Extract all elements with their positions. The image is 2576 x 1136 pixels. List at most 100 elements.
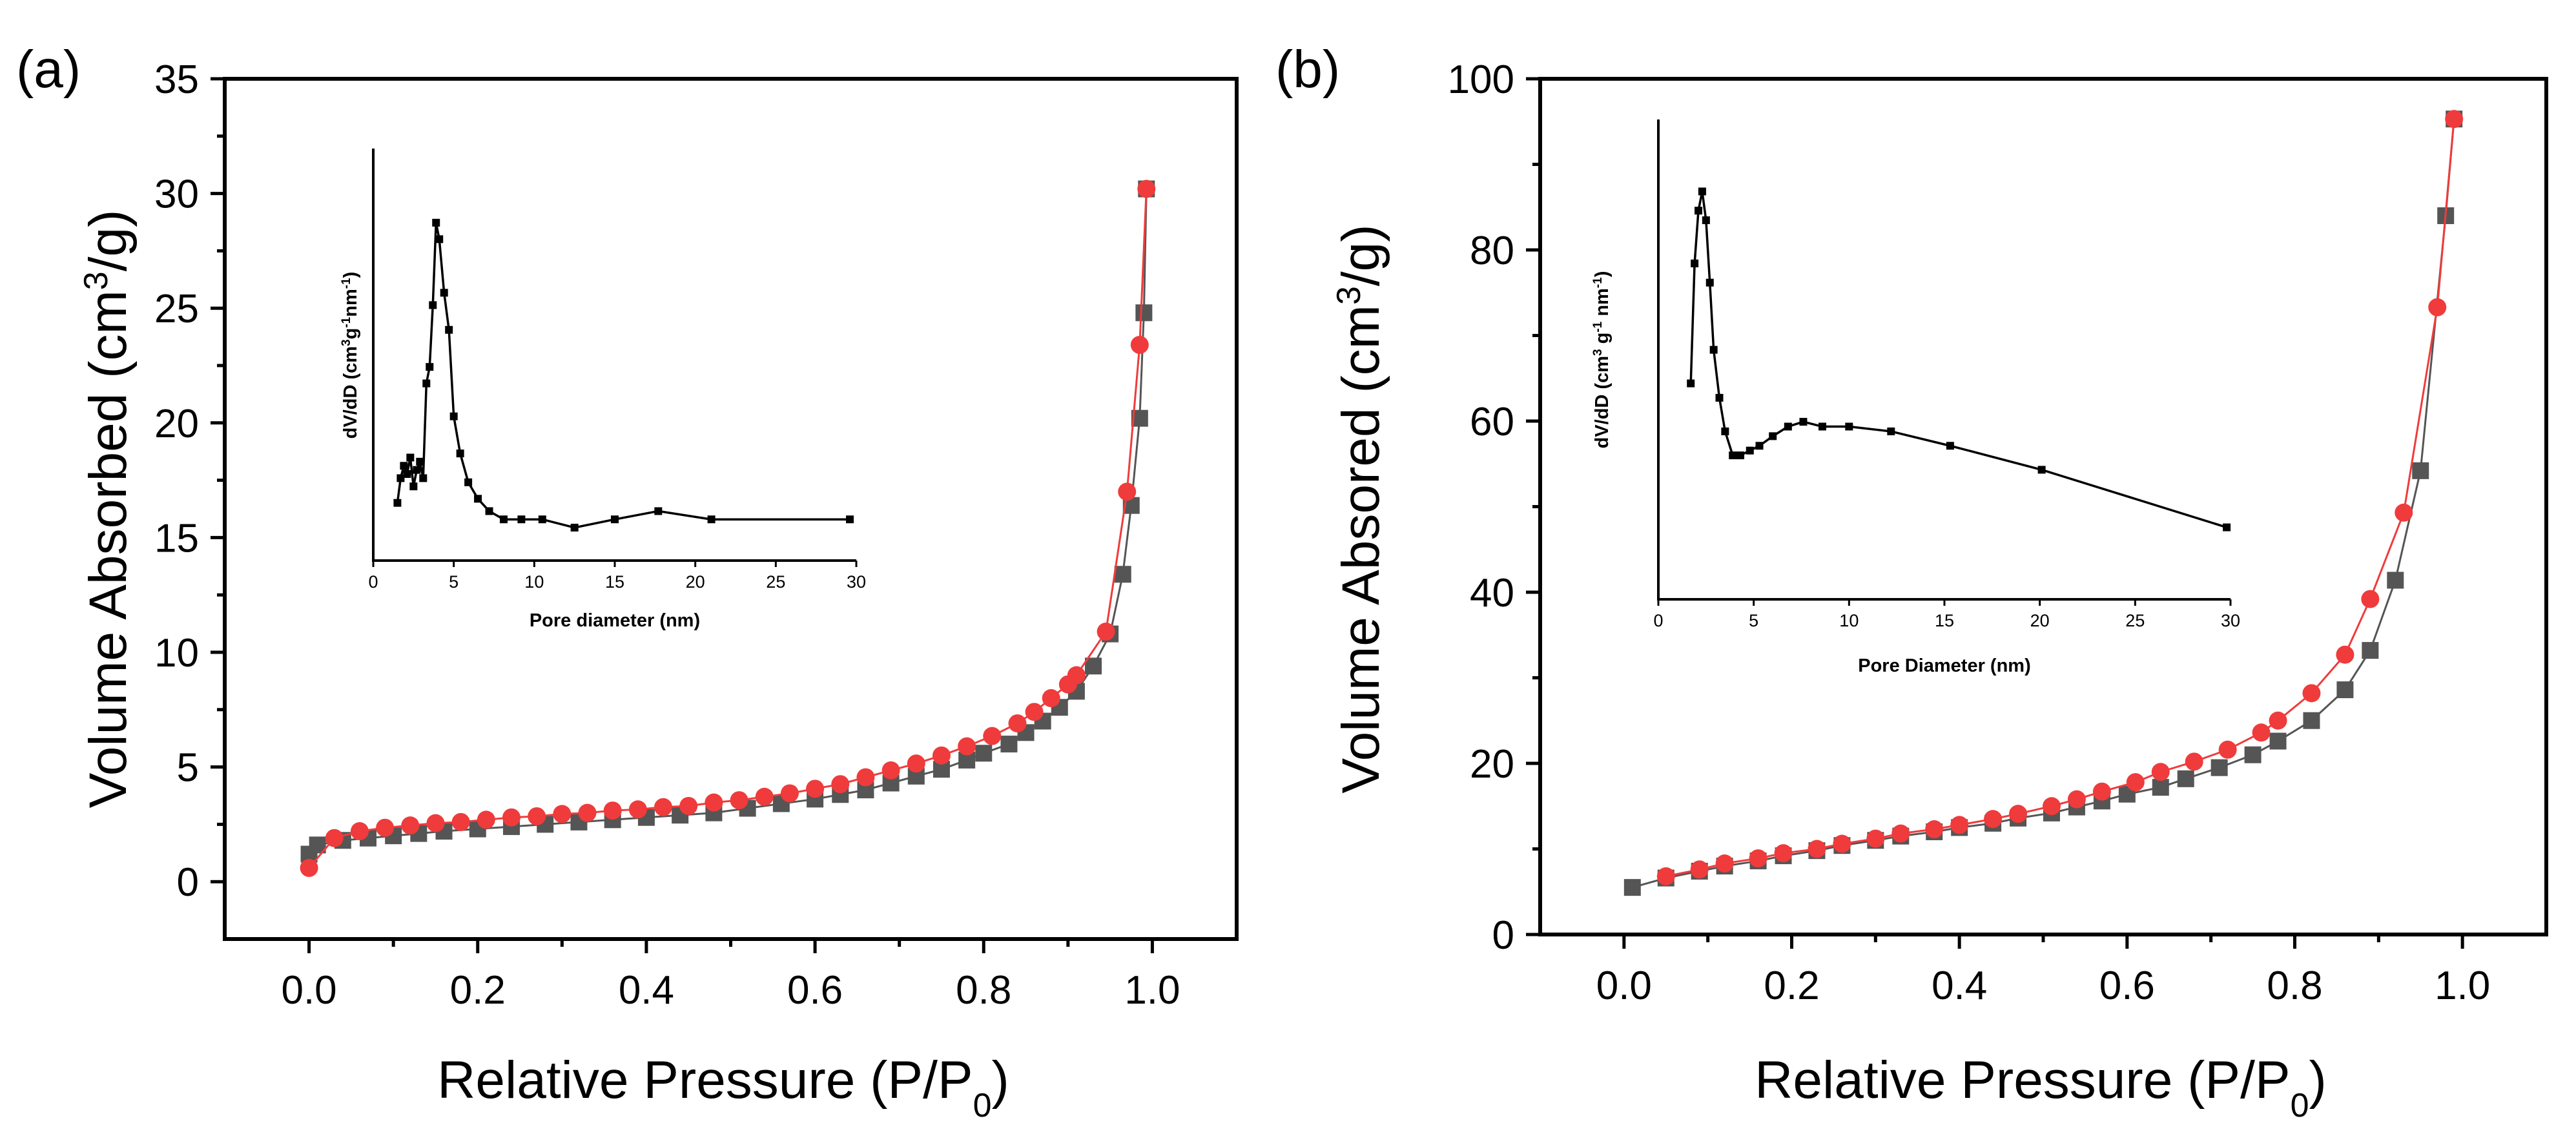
panel-a-desorption-point xyxy=(300,858,318,877)
panel-b-desorption-point xyxy=(2067,790,2086,809)
panel-b-x-tick-label: 0.8 xyxy=(2267,964,2322,1008)
panel-b-inset-x-ticks: 0 5 10 15 20 25 30 xyxy=(1653,599,2240,630)
panel-a-inset-point xyxy=(419,474,428,482)
panel-a-desorption-point xyxy=(932,746,951,765)
panel-a-desorption-point xyxy=(603,801,622,820)
panel-a-desorption-point xyxy=(451,812,470,831)
panel-b-y-ticks: 0 20 40 60 80 100 xyxy=(1448,57,1540,958)
panel-a-inset-point xyxy=(485,507,493,515)
panel-b-desorption-point xyxy=(2185,752,2203,771)
panel-b-inset-line xyxy=(1689,191,2227,529)
panel-a-inset-point xyxy=(846,515,854,524)
panel-a-inset-point xyxy=(474,495,482,503)
panel-b-inset-point xyxy=(1845,422,1853,431)
panel-b-desorption-point xyxy=(1950,816,1969,834)
panel-b-desorption-point xyxy=(2218,740,2237,759)
panel-a-desorption-point xyxy=(755,787,774,806)
panel-a-x-tick-label: 0.4 xyxy=(619,968,674,1013)
panel-a-desorption-point xyxy=(705,793,723,812)
panel-a-desorption-point xyxy=(528,807,546,825)
panel-a-desorption-point xyxy=(1042,689,1060,708)
panel-b-desorption-point xyxy=(2269,711,2287,730)
panel-b-adsorption-point xyxy=(2336,681,2354,699)
panel-b-adsorption-point xyxy=(2177,770,2194,787)
panel-a-desorption-point xyxy=(679,796,698,815)
panel-b-inset-point xyxy=(1887,427,1895,435)
panel-b-y-axis-label: Volume Absored (cm3/g) xyxy=(1330,224,1390,793)
panel-b-desorption-point xyxy=(1774,844,1793,863)
panel-b-series xyxy=(1623,110,2464,896)
panel-b-x-tick-label: 0.6 xyxy=(2099,964,2155,1008)
panel-a-desorption-point xyxy=(426,814,445,832)
panel-a-x-tick-label: 0.6 xyxy=(787,968,843,1013)
panel-a-desorption-point xyxy=(502,808,520,827)
panel-b-desorption-point xyxy=(1690,860,1709,879)
panel-a-desorption-point xyxy=(628,800,647,819)
panel-a-desorption-point xyxy=(1097,623,1115,641)
panel-b-x-tick-label: 0.4 xyxy=(1932,964,1987,1008)
panel-a-desorption-point xyxy=(401,816,420,835)
panel-a-desorption-point xyxy=(1008,714,1027,733)
panel-a-x-tick-label: 0.8 xyxy=(956,968,1011,1013)
panel-a-y-tick-label: 25 xyxy=(154,287,199,331)
panel-b-y-tick-label: 100 xyxy=(1448,57,1514,102)
panel-a-desorption-point xyxy=(477,811,495,829)
panel-a-y-tick-label: 30 xyxy=(154,172,199,217)
panel-a-desorption-point xyxy=(1130,336,1149,355)
panel-b-desorption-point xyxy=(1866,829,1885,848)
panel-b-adsorption-point xyxy=(1623,879,1641,896)
panel-a-inset-point xyxy=(435,235,444,243)
panel-b-adsorption-point xyxy=(2387,572,2404,589)
panel-a-label: (a) xyxy=(16,40,81,99)
panel-b-desorption-point xyxy=(2009,805,2028,823)
panel-a-adsorption-point xyxy=(1135,304,1153,322)
panel-a-inset-point xyxy=(426,363,434,371)
panel-b-desorption-point xyxy=(2395,503,2413,522)
panel-b-desorption-point xyxy=(1984,810,2003,829)
panel-b-inset-point xyxy=(1691,259,1699,267)
panel-a-desorption-point xyxy=(730,791,748,810)
panel-a-x-tick-label: 1.0 xyxy=(1124,968,1180,1013)
panel-b-desorption-point xyxy=(2252,723,2271,742)
panel-a-y-tick-label: 10 xyxy=(154,631,199,676)
panel-b-y-tick-label: 0 xyxy=(1492,913,1514,958)
panel-a-desorption-point xyxy=(856,768,875,787)
panel-a-y-ticks: 0 5 10 15 20 25 30 35 xyxy=(154,57,225,905)
panel-b-desorption-point xyxy=(2336,645,2354,664)
panel-b-adsorption-point xyxy=(2303,712,2320,729)
panel-a-inset-x-tick-label: 15 xyxy=(605,572,624,592)
panel-a-y-tick-label: 20 xyxy=(154,402,199,446)
panel-b-desorption-point xyxy=(2042,797,2061,816)
panel-b-inset-x-label: Pore Diameter (nm) xyxy=(1858,656,2031,676)
panel-b-inset-point xyxy=(1736,451,1744,460)
panel-b-x-ticks: 0.0 0.2 0.4 0.6 0.8 1.0 xyxy=(1596,935,2490,1008)
panel-b-desorption-point xyxy=(1715,854,1734,873)
panel-a-adsorption-point xyxy=(1114,566,1131,583)
panel-a-inset-point xyxy=(445,325,453,334)
panel-a-x-axis-label: Relative Pressure (P/P0) xyxy=(437,1051,1009,1124)
panel-a-inset-point xyxy=(456,449,464,458)
panel-b-adsorption-point xyxy=(2244,746,2262,763)
panel-b-desorption-point xyxy=(2092,782,2111,801)
panel-a-series xyxy=(300,180,1156,877)
panel-a-inset-y-label: dV/dD (cm3g-1nm-1) xyxy=(340,272,362,439)
panel-b-desorption-line xyxy=(1665,119,2455,878)
panel-a-inset-x-tick-label: 25 xyxy=(766,572,785,592)
panel-a-inset-point xyxy=(409,482,418,491)
panel-a-desorption-line xyxy=(308,189,1148,869)
panel-a-inset-x-label: Pore diameter (nm) xyxy=(530,610,700,631)
panel-a-x-ticks: 0.0 0.2 0.4 0.6 0.8 1.0 xyxy=(281,939,1180,1013)
panel-a-inset-point xyxy=(517,515,526,524)
panel-a-adsorption-point xyxy=(1000,736,1018,753)
panel-a-inset-point xyxy=(406,453,415,462)
panel-b-inset-y-label: dV/dD (cm3 g-1 nm-1) xyxy=(1591,271,1613,449)
panel-b-desorption-point xyxy=(2361,590,2380,608)
panel-b-inset-x-tick-label: 10 xyxy=(1839,611,1859,630)
panel-a-inset-point xyxy=(440,289,448,297)
panel-a-inset-point xyxy=(393,499,402,507)
panel-b-desorption-point xyxy=(1891,824,1910,843)
panel-b-x-tick-label: 0.0 xyxy=(1596,964,1652,1008)
panel-b-x-tick-label: 0.2 xyxy=(1764,964,1819,1008)
panel-a-desorption-point xyxy=(780,784,799,803)
